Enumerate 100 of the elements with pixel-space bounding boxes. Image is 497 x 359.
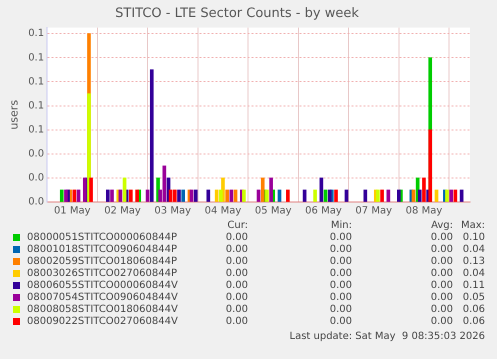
bar [449, 190, 453, 202]
text: 0.00 [430, 292, 453, 303]
bar [396, 190, 401, 202]
text: 0.00 [328, 292, 352, 303]
bar [230, 190, 234, 202]
bar [242, 190, 246, 202]
chart-title: STITCO - LTE Sector Counts - by week [115, 6, 360, 22]
legend-label: 08008058STITCO018060844V [27, 304, 178, 315]
x-tick-label: 02 May [104, 206, 141, 217]
bar [256, 190, 260, 202]
x-tick-label: 07 May [355, 206, 392, 217]
y-tick-label: 0.1 [28, 100, 44, 112]
legend-label: 08003026STITCO027060844P [27, 268, 177, 279]
y-tick-label: 0.0 [28, 148, 44, 160]
bar [106, 190, 110, 202]
bar [122, 178, 126, 202]
bar [82, 178, 87, 202]
bar [118, 190, 122, 202]
bar [89, 178, 93, 202]
bar [172, 190, 177, 202]
bar [234, 190, 238, 202]
text: 0.00 [224, 232, 248, 243]
bar [313, 190, 317, 202]
bar [129, 190, 133, 202]
bar [162, 166, 166, 202]
bar [324, 190, 328, 202]
bar [376, 190, 380, 202]
legend-label: 08001018STITCO090604844P [27, 244, 177, 255]
text: 0.10 [462, 232, 485, 243]
text: 0.04 [462, 268, 485, 279]
x-tick-label: 04 May [204, 206, 242, 217]
text: 0.00 [224, 256, 248, 267]
text: 0.13 [462, 256, 485, 267]
text: 0.00 [430, 280, 453, 291]
bar [454, 190, 458, 202]
bar [206, 190, 210, 202]
text: 0.00 [328, 256, 352, 267]
legend-label: 08000051STITCO000060844P [27, 232, 177, 243]
text: Avg: [430, 220, 453, 231]
bar [150, 69, 154, 202]
text: 0.00 [328, 244, 352, 255]
text: 0.06 [462, 304, 485, 315]
legend-label: 08007054STITCO090604844V [27, 292, 178, 303]
bar [344, 190, 348, 202]
text: 0.00 [430, 232, 453, 243]
bar [320, 178, 324, 202]
x-tick-label: 06 May [305, 206, 342, 217]
text: Cur: [226, 220, 248, 231]
y-tick-label: 0.1 [28, 28, 44, 40]
text: 0.00 [328, 232, 352, 243]
text: Min: [330, 220, 352, 231]
x-tick-label: 05 May [254, 206, 292, 217]
legend-label: 08006055STITCO000060844V [27, 280, 178, 291]
bar [181, 190, 186, 202]
y-tick-label: 0.1 [28, 52, 44, 64]
bar [168, 190, 172, 202]
bar [328, 190, 332, 202]
bar [334, 190, 338, 202]
bar [225, 190, 229, 202]
text: 0.00 [224, 280, 248, 291]
text: 0.00 [328, 304, 352, 315]
text: 0.00 [328, 280, 352, 291]
text: 0.11 [462, 280, 485, 291]
text: 0.00 [430, 256, 453, 267]
bar [434, 190, 438, 202]
text: 0.00 [224, 244, 248, 255]
text: 0.00 [328, 268, 352, 279]
y-tick-label: 0.0 [28, 172, 44, 184]
bar [386, 190, 390, 202]
text: Last update: Sat May 9 08:35:03 2026 [290, 331, 485, 342]
text: 0.00 [430, 268, 453, 279]
bar [418, 190, 422, 202]
x-tick-label: 03 May [154, 206, 192, 217]
bar [260, 178, 265, 202]
bar [60, 190, 64, 202]
text: 0.00 [224, 292, 248, 303]
text: Max: [460, 220, 485, 231]
x-tick-label: 08 May [406, 206, 442, 217]
bar [177, 190, 181, 202]
text: 0.00 [430, 244, 453, 255]
bar [422, 178, 426, 202]
y-axis-title: users [7, 100, 20, 130]
x-tick-label: 01 May [54, 206, 91, 217]
bar [380, 190, 384, 202]
bar [110, 190, 114, 202]
bar [269, 178, 273, 202]
bar [428, 130, 432, 202]
text: 0.00 [328, 316, 352, 327]
bar [286, 190, 290, 202]
bar [219, 190, 223, 202]
bar [460, 190, 464, 202]
y-tick-label: 0.0 [28, 196, 44, 208]
bar [278, 190, 282, 202]
bar [135, 190, 139, 202]
legend-label: 08009022STITCO027060844V [27, 316, 178, 327]
text: 0.06 [462, 316, 485, 327]
bar [302, 190, 306, 202]
y-tick-label: 0.1 [28, 76, 44, 88]
bar [146, 190, 150, 202]
text: 0.00 [430, 304, 453, 315]
